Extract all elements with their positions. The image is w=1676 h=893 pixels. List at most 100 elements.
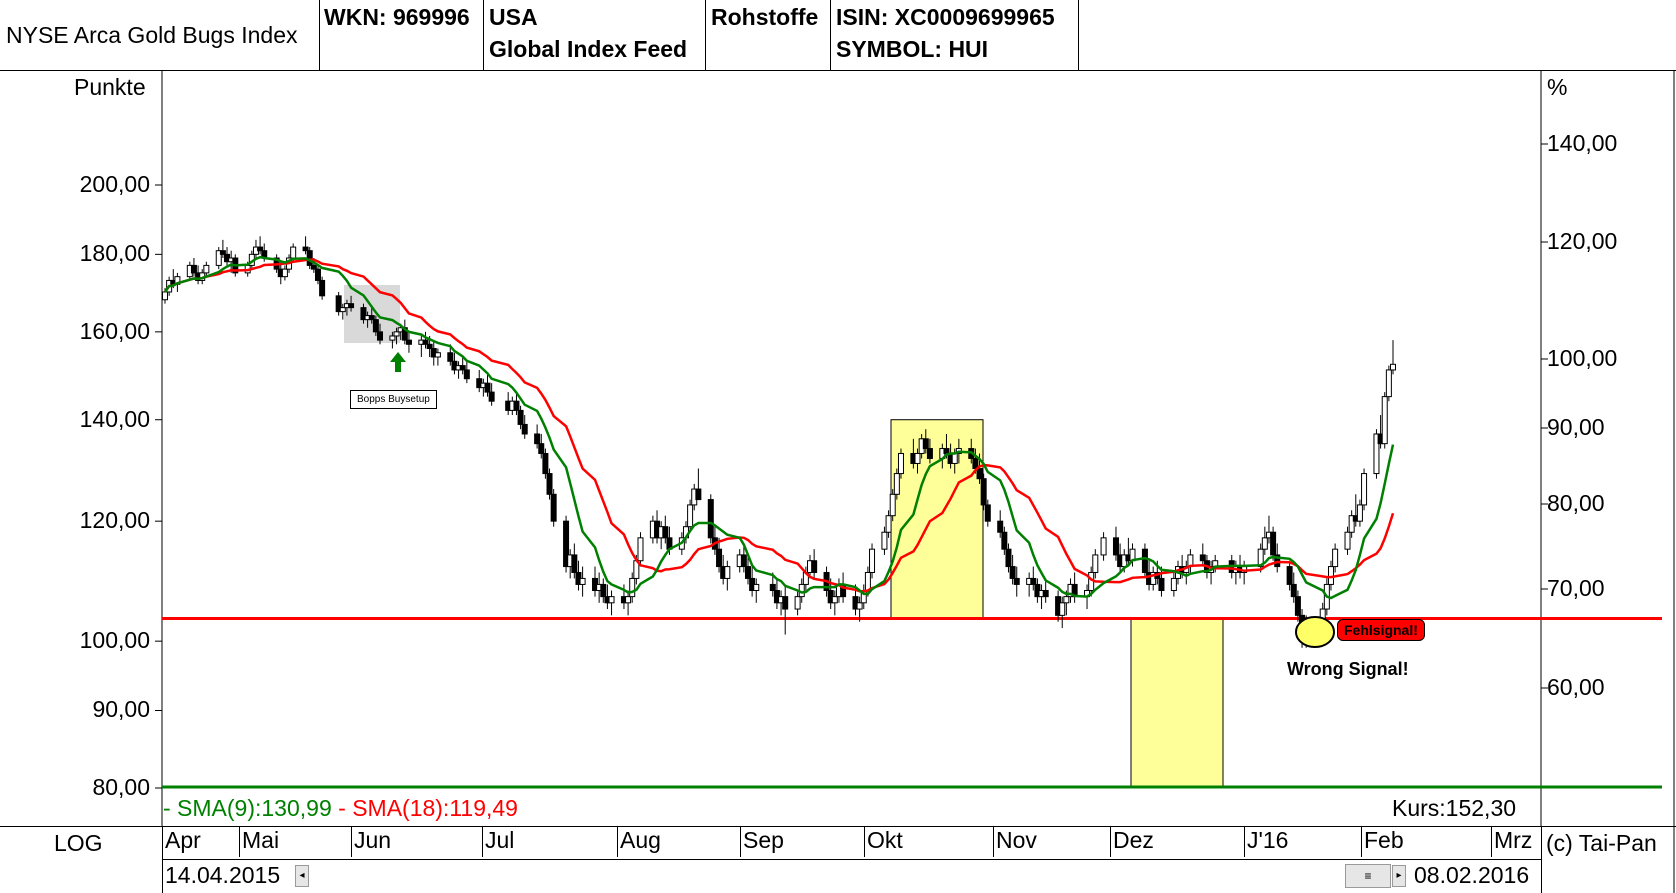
month-label: Jul [485,827,515,853]
candle-body [563,520,570,568]
candle-body [314,268,321,281]
sma9-legend: - SMA(9):130,99 [163,795,332,821]
sma-legend: - SMA(9):130,99 - SMA(18):119,49 [163,795,518,822]
left-tick-label: 80,00 [92,774,150,800]
candle-body [1158,577,1165,592]
left-tick-label: 100,00 [79,627,150,654]
buy-arrow-icon [390,352,406,372]
right-unit-label: % [1547,74,1568,100]
month-separator [1491,827,1492,857]
symbol-label: SYMBOL: HUI [836,36,989,62]
left-tick-label: 120,00 [79,507,150,534]
candle-body [881,531,888,550]
left-unit-label: Punkte [74,74,146,100]
scroll-right-button[interactable]: ▸ [1392,865,1406,887]
candle-body [889,493,896,517]
candle-body [753,583,760,592]
candle-body [637,537,644,562]
candle-body [1390,363,1396,371]
date-bar-left-border [162,827,163,893]
candle-body [360,307,367,321]
sma18-line [163,258,1395,593]
candle-body [608,596,615,604]
candle-body [463,369,470,380]
candle-body [339,307,346,313]
header-divider [0,70,1676,71]
candle-body [319,279,326,297]
candle-body [943,448,950,454]
candle-body [484,382,491,393]
candle-body [550,493,557,522]
month-label: Sep [743,827,784,853]
candle-body [1385,369,1392,398]
candle-body [600,583,607,598]
header-isin-cell: ISIN: XC0009699965 SYMBOL: HUI [831,0,1079,70]
candle-body [571,554,578,573]
candle-body [922,438,929,450]
candle-body [869,548,876,573]
candle-body [1199,554,1206,562]
month-separator [617,827,618,857]
candle-body [372,319,379,333]
right-tick-label: 120,00 [1547,228,1618,254]
fehlsignal-badge: Fehlsignal! [1337,619,1425,641]
scroll-track[interactable] [310,865,1344,887]
right-tick-label: 140,00 [1547,130,1618,156]
candle-body [1063,596,1070,604]
month-separator [351,827,352,857]
month-label: Dez [1113,827,1154,853]
candle-body [794,596,801,610]
candle-body [740,554,747,568]
candle-body [1261,537,1268,550]
month-label: Jun [354,827,392,853]
candle-body [517,409,524,425]
candle-body [459,365,466,371]
candle-body [302,246,309,252]
candle-body [1013,577,1020,585]
candle-body [488,391,495,402]
candle-body [203,264,210,274]
candle-body [782,596,789,610]
sma18-legend: - SMA(18):119,49 [338,795,518,821]
candle-body [190,264,197,274]
month-label: Nov [996,827,1037,853]
candle-body [335,295,342,313]
copyright-separator [1541,827,1542,893]
candle-body [1290,583,1297,598]
month-separator [1361,827,1362,857]
candle-body [1286,566,1293,585]
candle-body [976,467,983,480]
left-tick-label: 160,00 [79,317,150,344]
candle-body [1030,577,1037,585]
month-axis-top-border [0,826,1676,827]
candle-body [521,423,528,435]
candle-body [513,400,520,411]
right-tick-label: 80,00 [1547,490,1605,516]
month-separator [1110,827,1111,857]
candle-body [1001,531,1008,550]
header-feed-cell: USA Global Index Feed [484,0,706,70]
month-separator [482,827,483,857]
candle-body [1009,566,1016,579]
candle-body [1294,596,1301,616]
candle-body [546,473,553,495]
candle-body [695,488,702,501]
scroll-left-button[interactable]: ◂ [295,865,309,887]
candle-body [257,246,264,252]
end-date: 08.02.2016 [1414,862,1530,888]
candle-body [447,352,454,362]
candle-body [1332,548,1339,568]
isin-label: ISIN: XC0009699965 [836,4,1055,30]
highlight-box-december [1130,618,1224,788]
candle-body [687,504,694,528]
left-tick-label: 140,00 [79,405,150,432]
candle-body [914,452,921,464]
candle-body [393,331,400,337]
right-tick-label: 70,00 [1547,575,1605,601]
right-tick-label: 60,00 [1547,674,1605,700]
country-label: USA [489,4,538,30]
scroll-thumb[interactable]: ≡ [1345,864,1391,888]
left-tick-marks [155,184,162,789]
candle-body [811,560,818,573]
